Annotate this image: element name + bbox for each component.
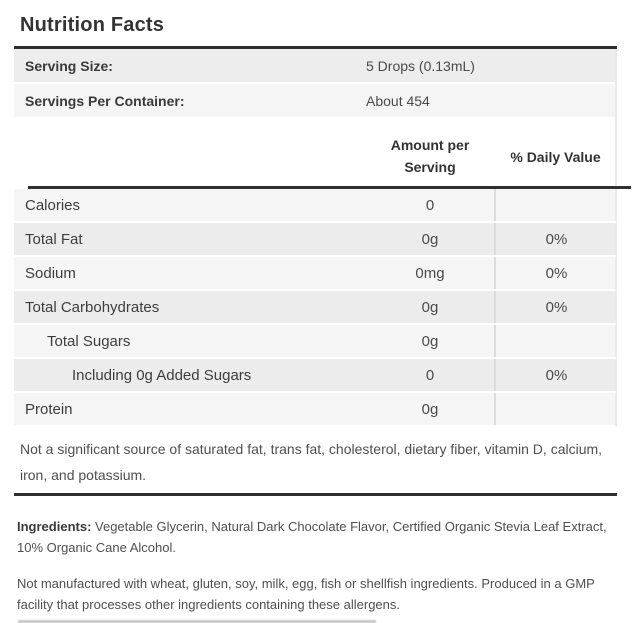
serving-size-value: 5 Drops (0.13mL)	[366, 57, 475, 74]
nutrient-amount: 0g	[421, 400, 439, 418]
servings-per-container-row: Servings Per Container: About 454	[14, 84, 615, 119]
not-significant-source-note: Not a significant source of saturated fa…	[20, 441, 603, 483]
table-row-protein: Protein 0g	[14, 393, 617, 427]
nutrient-label: Protein	[25, 400, 73, 418]
table-row-sodium: Sodium 0mg 0%	[14, 257, 617, 291]
ingredients-label: Ingredients:	[17, 519, 92, 534]
nutrient-daily-value: 0%	[494, 291, 617, 323]
nutrient-amount: 0g	[421, 298, 439, 316]
serving-size-label: Serving Size:	[25, 57, 113, 74]
nutrient-amount: 0g	[421, 332, 439, 350]
nutrient-daily-value: 0%	[494, 223, 617, 255]
nutrient-label: Calories	[25, 196, 81, 214]
nutrient-amount: 0	[425, 196, 435, 214]
table-row-total-fat: Total Fat 0g 0%	[14, 223, 617, 257]
servings-per-container-label: Servings Per Container:	[25, 92, 185, 109]
nutrient-label: Total Sugars	[47, 332, 131, 350]
table-row-added-sugars: Including 0g Added Sugars 0 0%	[14, 359, 617, 393]
nutrient-label: Total Carbohydrates	[25, 298, 160, 316]
nutrient-daily-value	[494, 325, 617, 357]
nutrient-label: Total Fat	[25, 230, 83, 248]
header-spacer	[14, 119, 366, 186]
nutrient-amount: 0mg	[415, 264, 445, 282]
page-title: Nutrition Facts	[20, 14, 165, 36]
nutrient-table-header: Amount per Serving % Daily Value	[14, 119, 617, 186]
bottom-divider	[14, 493, 617, 496]
servings-per-container-value: About 454	[366, 92, 430, 109]
table-row-total-carbohydrates: Total Carbohydrates 0g 0%	[14, 291, 617, 325]
amount-per-serving-header: Amount per Serving	[390, 137, 470, 175]
serving-size-row: Serving Size: 5 Drops (0.13mL)	[14, 49, 615, 84]
header-divider	[28, 186, 631, 189]
nutrient-label: Including 0g Added Sugars	[72, 366, 252, 384]
nutrient-daily-value	[494, 189, 617, 221]
nutrient-table: Amount per Serving % Daily Value Calorie…	[14, 119, 631, 427]
nutrient-amount: 0	[425, 366, 435, 384]
nutrient-daily-value	[494, 393, 617, 425]
ingredients-text: Vegetable Glycerin, Natural Dark Chocola…	[17, 519, 607, 555]
table-row-total-sugars: Total Sugars 0g	[14, 325, 617, 359]
nutrient-daily-value: 0%	[494, 359, 617, 391]
top-divider	[14, 46, 617, 49]
ingredients-paragraph: Ingredients: Vegetable Glycerin, Natural…	[17, 516, 617, 558]
nutrient-amount: 0g	[421, 230, 439, 248]
table-row-calories: Calories 0	[14, 189, 617, 223]
nutrient-label: Sodium	[25, 264, 76, 282]
nutrient-daily-value: 0%	[494, 257, 617, 289]
percent-daily-value-header: % Daily Value	[510, 149, 601, 165]
clipped-content-artifact	[18, 620, 376, 623]
serving-info-table: Serving Size: 5 Drops (0.13mL) Servings …	[14, 49, 617, 119]
allergen-statement: Not manufactured with wheat, gluten, soy…	[17, 576, 595, 612]
